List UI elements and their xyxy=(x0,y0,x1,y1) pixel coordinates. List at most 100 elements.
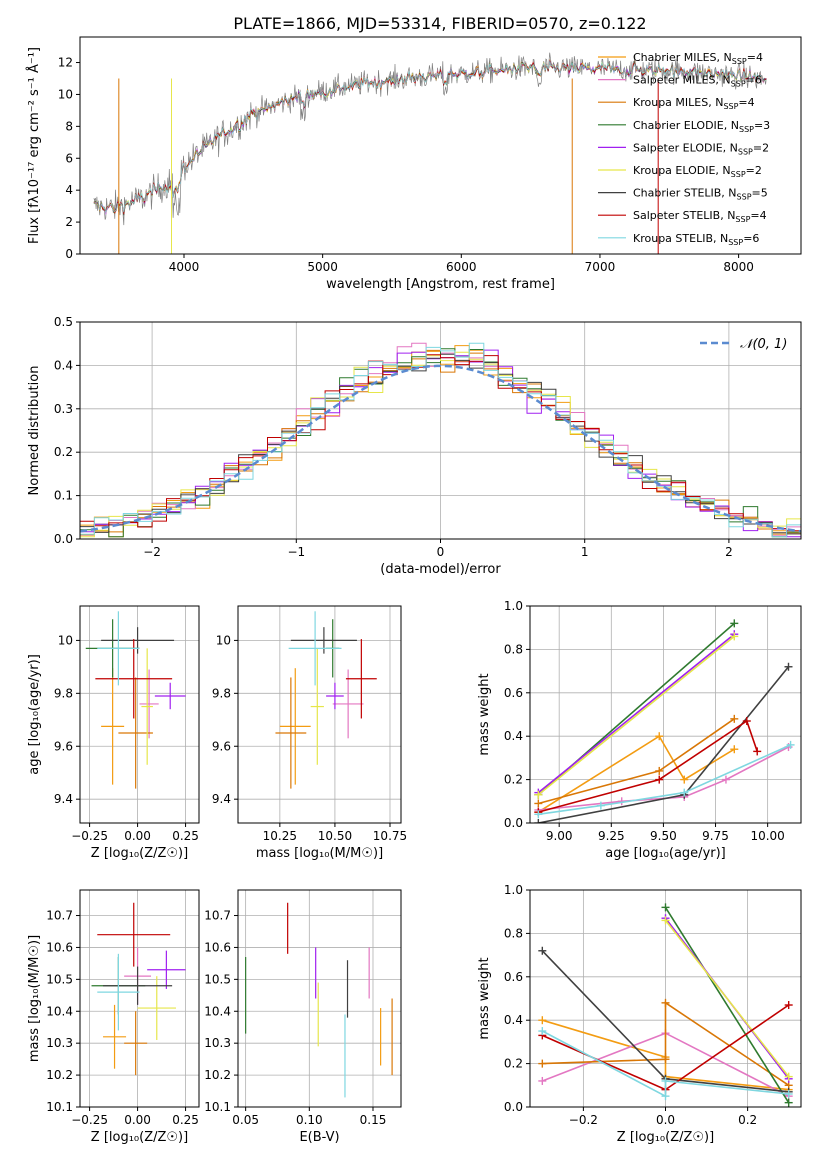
weight-point-marker xyxy=(538,1027,547,1036)
errorbar-point xyxy=(124,1011,148,1076)
weight-point-marker xyxy=(661,1076,670,1085)
x-axis-label: wavelength [Angstrom, rest frame] xyxy=(326,277,555,292)
x-tick-label: 0.2 xyxy=(738,1113,757,1127)
weight-point-marker xyxy=(730,632,739,641)
x-tick-label: 0.00 xyxy=(124,1113,151,1127)
legend-entry: Salpeter ELODIE, NSSP=2 xyxy=(633,141,769,156)
mass-vs-EBV-panel: 0.05 0.10 0.15 10.1 10.2 10.3 10.4 10.5 10.6 10.7… xyxy=(204,889,402,1145)
errorbar-point xyxy=(288,611,342,686)
legend-entry: Chabrier MILES, NSSP=4 xyxy=(633,51,763,66)
y-axis-label: Flux [fλ10⁻¹⁷ erg cm⁻² s⁻¹ Å⁻¹] xyxy=(26,47,42,244)
residual-histogram-step xyxy=(80,354,801,538)
y-tick-label: 10 xyxy=(58,87,73,101)
residuals-panel: −2 −1 0 1 2 0.0 0.1 0.2 0.3 0.4 0.5 (data-model)/er… xyxy=(27,315,802,577)
residuals-plot-area xyxy=(80,342,801,538)
x-tick-label: 0.25 xyxy=(172,829,199,843)
age-vs-mass-plot-area xyxy=(275,611,377,789)
errorbar-point xyxy=(310,648,324,765)
y-tick-label: 10.2 xyxy=(204,1068,231,1082)
weight-series-line xyxy=(537,635,735,796)
y-tick-label: 9.4 xyxy=(54,792,73,806)
y-tick-label: 0.1 xyxy=(54,489,73,503)
weight-point-marker xyxy=(655,766,664,775)
y-tick-label: 0.8 xyxy=(504,642,523,656)
y-tick-label: 10.6 xyxy=(46,940,73,954)
mass-vs-EBV-plot-area xyxy=(245,902,393,1098)
y-tick-label: 0.8 xyxy=(504,926,523,940)
x-tick-label: −0.2 xyxy=(569,1113,598,1127)
weight-series-line xyxy=(664,906,790,1104)
errorbar-point xyxy=(97,953,140,1031)
weight-point-marker xyxy=(742,717,751,726)
x-tick-label: −1 xyxy=(287,545,305,559)
weight-point-marker xyxy=(730,714,739,723)
errorbar-point xyxy=(141,648,153,765)
x-axis-label: age [log₁₀(age/yr)] xyxy=(605,846,726,861)
y-tick-label: 10 xyxy=(58,633,73,647)
y-tick-label: 4 xyxy=(65,183,73,197)
y-tick-label: 0.2 xyxy=(54,445,73,459)
axes-frame xyxy=(529,605,802,824)
y-tick-label: 10.6 xyxy=(204,940,231,954)
errorbar-point xyxy=(279,668,311,785)
y-axis-label: age [log₁₀(age/yr)] xyxy=(27,654,42,775)
y-tick-label: 0.4 xyxy=(504,729,523,743)
y-tick-label: 10.1 xyxy=(46,1100,73,1114)
age-vs-mass-panel: 10.25 10.50 10.75 9.4 9.6 9.8 10 mass [log₁₀(M/… xyxy=(212,605,407,861)
errorbar-point xyxy=(97,902,171,967)
x-tick-label: 2 xyxy=(725,545,733,559)
errorbar-point xyxy=(95,639,173,719)
weight-point-marker xyxy=(784,662,793,671)
weight-point-marker xyxy=(538,1016,547,1025)
x-tick-label: 9.25 xyxy=(598,829,625,843)
errorbar-point xyxy=(332,669,364,739)
mass-vs-Z-panel: −0.25 0.00 0.25 10.1 10.2 10.3 10.4 10.5 10.6 10.… xyxy=(27,889,200,1145)
x-tick-label: 9.75 xyxy=(702,829,729,843)
weight-point-marker xyxy=(534,799,543,808)
y-axis-label: Normed distribution xyxy=(27,366,42,496)
weight-point-marker xyxy=(538,1076,547,1085)
legend-entry: Kroupa MILES, NSSP=4 xyxy=(633,96,755,111)
y-tick-label: 10.3 xyxy=(204,1036,231,1050)
y-tick-label: 0.0 xyxy=(54,532,73,546)
y-tick-label: 10.3 xyxy=(46,1036,73,1050)
y-tick-label: 9.6 xyxy=(54,739,73,753)
legend-entry: Chabrier ELODIE, NSSP=3 xyxy=(633,119,770,134)
errorbar-point xyxy=(326,682,344,710)
y-tick-label: 0.6 xyxy=(504,686,523,700)
x-tick-label: 4000 xyxy=(169,260,200,274)
x-axis-label: (data-model)/error xyxy=(380,562,501,577)
x-tick-label: 6000 xyxy=(446,260,477,274)
x-axis-label: E(B-V) xyxy=(299,1130,339,1145)
weight-point-marker xyxy=(655,775,664,784)
x-tick-label: 5000 xyxy=(307,260,338,274)
weight-series-line xyxy=(541,1030,789,1098)
y-tick-label: 10.4 xyxy=(204,1004,231,1018)
y-tick-label: 9.8 xyxy=(212,686,231,700)
weight-point-marker xyxy=(661,916,670,925)
axes-frame xyxy=(79,605,200,824)
y-tick-label: 10.1 xyxy=(204,1100,231,1114)
y-tick-label: 0 xyxy=(65,247,73,261)
age-vs-Z-plot-area xyxy=(85,611,186,789)
y-tick-label: 10.7 xyxy=(204,909,231,923)
spectrum-plot-area xyxy=(93,52,767,254)
weight-point-marker xyxy=(538,1059,547,1068)
errorbar-point xyxy=(101,627,175,654)
x-tick-label: 8000 xyxy=(723,260,754,274)
y-tick-label: 1.0 xyxy=(504,599,523,613)
x-tick-label: 7000 xyxy=(585,260,616,274)
x-tick-label: 10.50 xyxy=(318,829,352,843)
weight-series-line xyxy=(542,1001,790,1086)
y-tick-label: 10.5 xyxy=(204,972,231,986)
x-axis-label: mass [log₁₀(M/M☉)] xyxy=(256,846,383,861)
axes-frame xyxy=(237,889,402,1108)
weight-series-line xyxy=(542,1019,789,1091)
x-tick-label: 9.00 xyxy=(546,829,573,843)
weight-point-marker xyxy=(661,1092,670,1101)
model-spectrum-line xyxy=(93,60,767,214)
errorbar-point xyxy=(154,682,186,710)
axes-frame xyxy=(79,889,200,1108)
y-axis-label: mass [log₁₀(M/M☉)] xyxy=(27,935,42,1062)
